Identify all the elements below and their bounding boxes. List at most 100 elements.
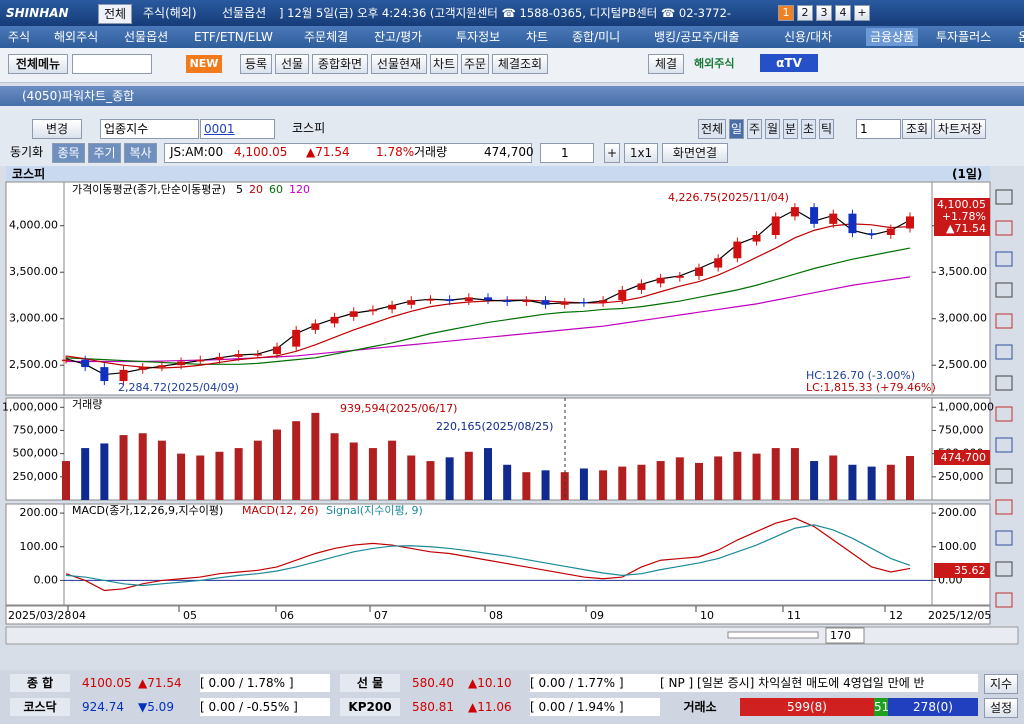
candle xyxy=(503,300,512,302)
price: 4,100.05 xyxy=(234,145,288,159)
tool-button[interactable]: 주문 xyxy=(461,54,489,74)
candle xyxy=(292,329,301,347)
x-tick-label: 05 xyxy=(183,609,197,622)
tool-icon xyxy=(995,406,1013,422)
tool-icon xyxy=(995,561,1013,577)
candle xyxy=(119,369,128,382)
screen-button[interactable]: 4 xyxy=(835,5,851,21)
tool-button[interactable]: 선물현재 xyxy=(371,54,427,74)
ticker-detail: [ 0.00 / 1.78% ] xyxy=(200,674,330,692)
candle xyxy=(273,346,281,355)
volume-bar xyxy=(829,455,838,500)
tool-button[interactable]: 종합화면 xyxy=(312,54,368,74)
index-button[interactable]: 지수 xyxy=(984,674,1018,694)
up-count: 599(8) xyxy=(740,698,874,716)
tool-button[interactable]: 체결조회 xyxy=(492,54,548,74)
volume-bar xyxy=(330,433,339,500)
annotation: 220,165(2025/08/25) xyxy=(436,420,553,433)
ticker-price: 580.40 xyxy=(412,676,454,690)
volume-bar xyxy=(618,466,627,500)
period-button[interactable]: 일 xyxy=(729,119,744,139)
period-button[interactable]: 초 xyxy=(801,119,816,139)
period-button[interactable]: 주 xyxy=(747,119,762,139)
period-button[interactable]: 분 xyxy=(783,119,798,139)
tool-button[interactable]: 선물 xyxy=(275,54,309,74)
candle xyxy=(656,277,665,284)
window-title-text: (4050)파워차트_종합 xyxy=(22,89,135,103)
last-price: 4,100.05 xyxy=(937,198,986,211)
annotation: 939,594(2025/06/17) xyxy=(340,402,457,415)
query: 조회 xyxy=(902,119,932,139)
volume-bar xyxy=(675,457,684,500)
quote-box xyxy=(164,143,532,163)
change-rate: 1.78% xyxy=(376,145,415,159)
y-tick-label: 750,000 xyxy=(938,423,984,436)
y-tick-label: 1,000,000 xyxy=(2,400,58,413)
screen-button[interactable]: + xyxy=(854,5,870,21)
candle xyxy=(579,301,588,304)
tv: αTV xyxy=(760,54,818,72)
volume-bar xyxy=(426,461,435,500)
tool-icon xyxy=(995,437,1013,453)
y-tick-label: 1,000,000 xyxy=(938,400,994,413)
menu-item: 해외주식 xyxy=(54,30,99,44)
candle xyxy=(522,300,531,302)
screen-button[interactable]: 3 xyxy=(816,5,832,21)
period-button[interactable]: 월 xyxy=(765,119,780,139)
tab: 선물옵션 xyxy=(222,6,267,20)
candle xyxy=(138,367,147,370)
volume-bar xyxy=(752,453,761,500)
candle xyxy=(790,207,799,217)
last-price: +1.78% xyxy=(942,210,986,223)
legend-entry: Signal(지수이평, 9) xyxy=(326,504,423,517)
volume-bar xyxy=(695,462,703,500)
volume-bar xyxy=(637,464,646,500)
menu-item: 잔고/평가 xyxy=(374,30,423,44)
volume-bar xyxy=(273,429,281,500)
sync: 동기화 xyxy=(10,145,44,159)
tab: 주식(해외) xyxy=(143,6,197,20)
candle xyxy=(157,365,166,368)
candle xyxy=(541,300,550,305)
time: JS:AM:00 xyxy=(170,145,224,159)
candle xyxy=(886,228,895,236)
x-tick-label: 10 xyxy=(700,609,714,622)
sync-button[interactable]: 복사 xyxy=(124,143,157,163)
last-volume: 474,700 xyxy=(941,451,987,464)
tool-icon xyxy=(995,282,1013,298)
sync-button[interactable]: 종목 xyxy=(52,143,85,163)
x-tick-label: 2025/12/05 xyxy=(928,609,991,622)
ticker-price: 580.81 xyxy=(412,700,454,714)
tool-button[interactable]: 등록 xyxy=(240,54,272,74)
flat-count: 51 xyxy=(874,698,890,716)
volume-bar xyxy=(100,443,109,500)
screen-button[interactable]: 1 xyxy=(778,5,794,21)
new-badge: NEW xyxy=(186,55,222,73)
legend-entry: 20 xyxy=(249,183,263,196)
volume-bar xyxy=(292,421,301,500)
candle xyxy=(368,309,377,312)
volume-bar xyxy=(522,472,531,500)
y-tick-label: 3,500.00 xyxy=(938,265,987,278)
tool-icon xyxy=(995,220,1013,236)
menu-item: 차트 xyxy=(526,30,549,44)
menu-item: 선물옵션 xyxy=(124,30,169,44)
legend-title: MACD(종가,12,26,9,지수이평) xyxy=(72,504,223,517)
tool-button[interactable]: 차트 xyxy=(430,54,458,74)
volume-bar xyxy=(906,455,914,500)
layout-count: 1 xyxy=(540,143,594,163)
x-tick-label: 11 xyxy=(787,609,801,622)
period-button[interactable]: 틱 xyxy=(819,119,834,139)
candle xyxy=(349,311,358,317)
settings-button[interactable]: 설정 xyxy=(984,698,1018,718)
screen-button[interactable]: 2 xyxy=(797,5,813,21)
tool-icon xyxy=(995,251,1013,267)
candle xyxy=(234,354,243,357)
sync-button[interactable]: 주기 xyxy=(88,143,121,163)
volume-bar xyxy=(311,412,320,500)
scroll-count: 170 xyxy=(830,629,851,642)
y-tick-label: 3,000.00 xyxy=(9,312,58,325)
candle xyxy=(906,216,914,229)
period-button[interactable]: 전체 xyxy=(698,119,726,139)
